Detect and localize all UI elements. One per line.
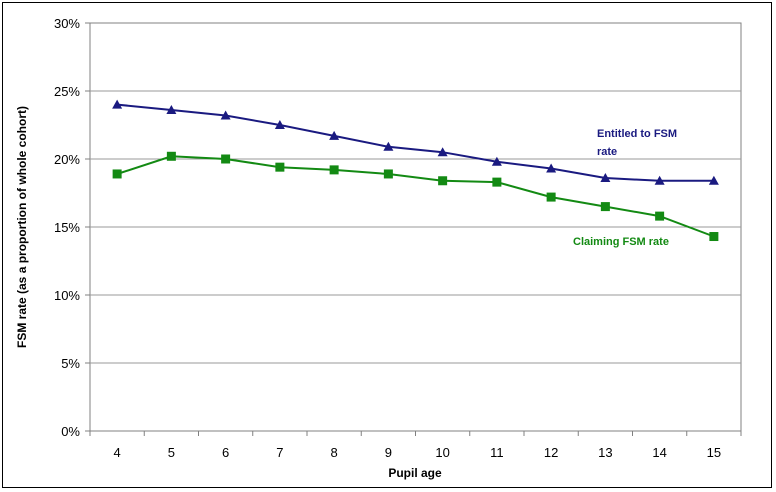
- y-axis-ticks: 0% 5% 10% 15% 20% 25% 30%: [54, 16, 90, 439]
- y-tick-label: 0%: [61, 424, 80, 439]
- x-tick-label: 15: [707, 445, 721, 460]
- claiming-fsm-rate-point: [709, 232, 719, 242]
- claiming-fsm-rate-point: [221, 154, 231, 164]
- y-tick-label: 5%: [61, 356, 80, 371]
- x-tick-label: 13: [598, 445, 612, 460]
- x-tick-label: 11: [490, 445, 504, 460]
- y-tick-label: 30%: [54, 16, 80, 31]
- entitled-series-label: Entitled to FSM rate: [597, 128, 680, 158]
- x-axis-ticks: 4 5 6 7 8 9 10 11 12 13 14 15: [89, 431, 742, 460]
- entitled-to-fsm-rate-point: [383, 141, 394, 151]
- x-tick-label: 12: [544, 445, 558, 460]
- entitled-series-label-line-1: Entitled to FSM: [597, 128, 677, 140]
- x-tick-label: 5: [168, 445, 175, 460]
- x-tick-label: 14: [652, 445, 666, 460]
- entitled-to-fsm-rate-point: [600, 173, 611, 183]
- entitled-to-fsm-rate-point: [166, 105, 177, 115]
- entitled-to-fsm-rate-point: [112, 99, 123, 109]
- entitled-to-fsm-rate-point: [491, 156, 502, 166]
- claiming-series-label: Claiming FSM rate: [573, 236, 669, 248]
- series-layer: [112, 99, 719, 242]
- x-tick-label: 8: [331, 445, 338, 460]
- claiming-series-label-line-1: Claiming FSM rate: [573, 236, 669, 248]
- entitled-series-label-line-2: rate: [597, 146, 617, 158]
- gridlines: [90, 90, 741, 364]
- entitled-to-fsm-rate-point: [654, 175, 665, 185]
- y-axis-title: FSM rate (as a proportion of whole cohor…: [15, 106, 29, 348]
- claiming-fsm-rate-line: [116, 155, 715, 238]
- claiming-fsm-rate-point: [166, 151, 176, 161]
- claiming-fsm-rate-point: [329, 165, 339, 175]
- claiming-fsm-rate-point: [600, 202, 610, 212]
- entitled-to-fsm-rate-point: [708, 175, 719, 185]
- x-axis-title: Pupil age: [388, 466, 442, 480]
- x-tick-label: 7: [276, 445, 283, 460]
- entitled-to-fsm-rate-point: [274, 120, 285, 129]
- y-tick-label: 15%: [54, 220, 80, 235]
- claiming-fsm-rate-point: [492, 177, 502, 187]
- x-tick-label: 9: [385, 445, 392, 460]
- claiming-fsm-rate-point: [383, 169, 393, 179]
- claiming-fsm-rate-point: [275, 162, 285, 172]
- x-tick-label: 10: [435, 445, 449, 460]
- claiming-fsm-rate-point: [546, 192, 556, 202]
- claiming-fsm-rate-point: [438, 176, 448, 186]
- entitled-to-fsm-rate-line: [117, 103, 714, 182]
- y-tick-label: 25%: [54, 84, 80, 99]
- x-tick-label: 4: [114, 445, 121, 460]
- x-tick-label: 6: [222, 445, 229, 460]
- claiming-fsm-rate-point: [655, 211, 665, 221]
- entitled-to-fsm-rate-point: [546, 163, 557, 173]
- y-tick-label: 10%: [54, 288, 80, 303]
- y-tick-label: 20%: [54, 152, 80, 167]
- entitled-to-fsm-rate-point: [220, 110, 231, 120]
- entitled-to-fsm-rate-point: [437, 147, 448, 157]
- claiming-fsm-rate-point: [112, 169, 122, 179]
- entitled-to-fsm-rate-point: [329, 130, 340, 140]
